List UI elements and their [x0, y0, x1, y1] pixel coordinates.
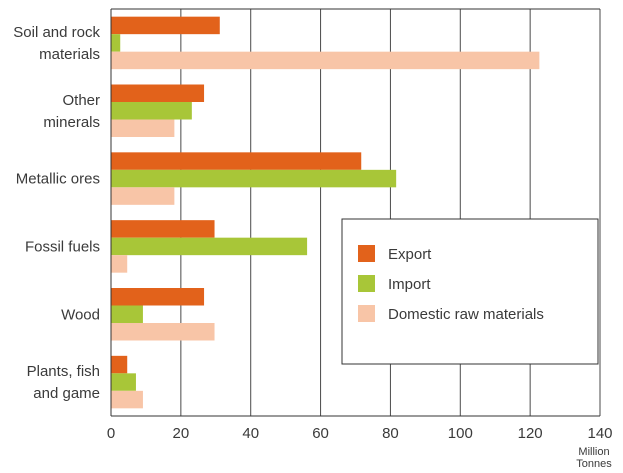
- category-label: Fossil fuels: [25, 238, 100, 255]
- bar-import: [111, 102, 192, 120]
- axes: [110, 8, 600, 417]
- x-axis-unit-line-1: Million: [578, 446, 609, 458]
- x-tick-label: 80: [382, 425, 399, 442]
- bar-domestic-raw-materials: [111, 390, 143, 409]
- bar-export: [111, 220, 215, 238]
- bar-import: [111, 373, 136, 391]
- category-label: Plants, fish: [27, 363, 100, 380]
- category-label: Metallic ores: [16, 171, 100, 188]
- grid-lines: [180, 9, 601, 416]
- legend-label-import: Import: [388, 276, 431, 293]
- category-label: minerals: [43, 114, 100, 131]
- bar-import: [111, 34, 121, 52]
- x-tick-labels: 0 20 40 60 80 100 120 140: [107, 425, 613, 442]
- bar-domestic-raw-materials: [111, 119, 175, 137]
- legend-swatch-domestic: [358, 305, 375, 322]
- legend-label-domestic: Domestic raw materials: [388, 306, 544, 323]
- category-label: materials: [39, 46, 100, 63]
- x-tick-label: 140: [587, 425, 612, 442]
- bar-domestic-raw-materials: [111, 255, 128, 273]
- x-tick-label: 60: [312, 425, 329, 442]
- bar-import: [111, 169, 397, 188]
- bar-export: [111, 355, 128, 374]
- x-tick-label: 20: [173, 425, 190, 442]
- x-tick-label: 40: [242, 425, 259, 442]
- x-axis-unit-label: Million Tonnes: [576, 446, 612, 470]
- legend-box: [341, 218, 599, 365]
- category-label: Soil and rock: [13, 24, 100, 41]
- bar-domestic-raw-materials: [111, 187, 175, 205]
- bar-import: [111, 237, 308, 256]
- x-tick-label: 0: [107, 425, 115, 442]
- legend: Export Import Domestic raw materials: [341, 218, 599, 365]
- x-tick-label: 100: [448, 425, 473, 442]
- legend-swatch-import: [358, 275, 375, 292]
- bar-domestic-raw-materials: [111, 51, 540, 70]
- bars: [111, 16, 540, 409]
- x-axis-unit-line-2: Tonnes: [576, 458, 612, 470]
- bar-domestic-raw-materials: [111, 323, 215, 341]
- category-label: Wood: [61, 306, 100, 323]
- category-label: and game: [33, 385, 100, 402]
- x-tick-label: 120: [518, 425, 543, 442]
- bar-export: [111, 288, 205, 306]
- legend-swatch-export: [358, 245, 375, 262]
- bar-import: [111, 305, 143, 323]
- bar-export: [111, 152, 362, 170]
- category-labels: Soil and rock materials Other minerals Metal…: [13, 24, 100, 402]
- bar-export: [111, 84, 205, 102]
- legend-label-export: Export: [388, 246, 432, 263]
- category-label: Other: [62, 92, 100, 109]
- bar-export: [111, 16, 220, 35]
